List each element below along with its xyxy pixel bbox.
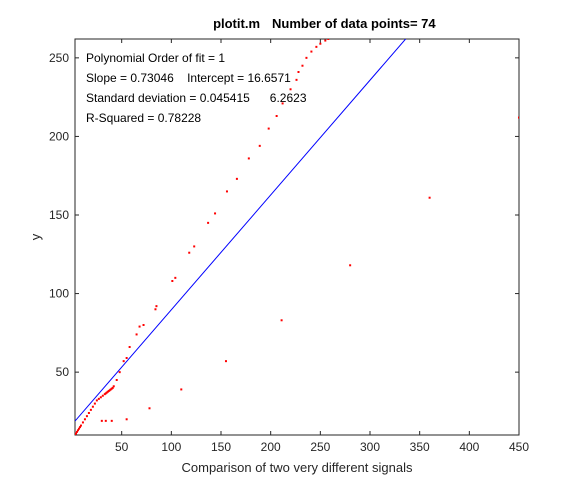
plot-area: [74, 38, 520, 436]
data-point: [112, 385, 115, 388]
data-point: [95, 399, 98, 402]
x-axis-label: Comparison of two very different signals: [182, 460, 413, 475]
annotation-rsquared: R-Squared = 0.78228: [86, 111, 201, 125]
y-axis-ticks: 50 100 150 200 250: [49, 51, 519, 379]
data-point: [115, 379, 118, 381]
y-tick-label: 200: [49, 129, 69, 143]
data-point: [104, 419, 107, 422]
x-axis-ticks: 50 100 150 200 250 300 350 400 450: [115, 39, 529, 454]
data-point: [207, 221, 210, 224]
data-point: [258, 144, 261, 147]
data-point: [75, 430, 78, 433]
data-point: [91, 405, 94, 408]
data-point: [75, 434, 76, 435]
data-point: [100, 419, 103, 422]
data-point: [235, 177, 238, 180]
data-point: [174, 276, 177, 279]
data-point: [99, 396, 102, 399]
data-point: [142, 324, 145, 326]
data-point: [301, 64, 304, 67]
fit-annotations: Polynomial Order of fit = 1 Slope = 0.73…: [86, 51, 307, 125]
data-point: [79, 424, 82, 427]
x-tick-label: 250: [310, 440, 330, 454]
data-point: [224, 360, 227, 363]
data-point: [297, 71, 300, 73]
data-point: [518, 116, 519, 119]
data-point: [225, 190, 228, 193]
data-point: [135, 333, 138, 336]
y-axis-label: y: [28, 233, 43, 240]
data-point: [349, 264, 352, 267]
data-point: [148, 407, 151, 410]
data-point: [155, 305, 158, 308]
data-points: [75, 35, 519, 435]
data-point: [87, 412, 90, 414]
fit-line: [75, 39, 407, 422]
data-point: [335, 35, 337, 37]
data-point: [78, 426, 81, 429]
x-tick-label: 50: [115, 440, 129, 454]
x-tick-label: 150: [211, 440, 231, 454]
data-point: [331, 36, 333, 38]
data-point: [122, 360, 125, 363]
data-point: [81, 421, 84, 424]
data-point: [289, 88, 292, 91]
data-point: [171, 280, 174, 282]
data-point: [275, 115, 278, 117]
data-point: [97, 397, 100, 400]
data-point: [77, 427, 80, 430]
chart-title-left: plotit.m: [213, 16, 260, 31]
data-point: [76, 429, 79, 432]
data-point: [83, 418, 86, 421]
data-point: [125, 418, 128, 421]
data-point: [310, 50, 313, 53]
x-tick-label: 200: [261, 440, 281, 454]
data-point: [319, 42, 322, 45]
data-point: [193, 245, 196, 248]
data-point: [93, 402, 96, 405]
y-tick-label: 100: [49, 287, 69, 301]
annotation-stddev: Standard deviation = 0.045415 6.2623: [86, 91, 307, 105]
data-point: [118, 371, 121, 374]
x-tick-label: 450: [509, 440, 529, 454]
data-point: [89, 408, 92, 411]
data-point: [128, 346, 131, 348]
data-point: [281, 102, 284, 105]
data-point: [180, 388, 183, 391]
data-point: [110, 419, 113, 422]
data-point: [327, 39, 330, 40]
data-point: [324, 39, 327, 42]
data-point: [247, 157, 250, 160]
data-point: [267, 127, 270, 130]
annotation-order: Polynomial Order of fit = 1: [86, 51, 225, 65]
x-tick-label: 350: [410, 440, 430, 454]
data-point: [101, 394, 104, 397]
x-tick-label: 400: [459, 440, 479, 454]
data-point: [75, 432, 77, 435]
chart-title-right: Number of data points= 74: [272, 16, 436, 31]
y-tick-label: 50: [56, 365, 70, 379]
data-point: [85, 415, 88, 418]
data-point: [305, 56, 308, 59]
data-point: [280, 319, 283, 322]
data-point: [295, 78, 298, 81]
data-point: [111, 386, 114, 389]
annotation-slope: Slope = 0.73046 Intercept = 16.6571: [86, 71, 291, 85]
x-tick-label: 300: [360, 440, 380, 454]
data-point: [125, 357, 128, 359]
data-point: [138, 325, 141, 328]
data-point: [188, 251, 191, 254]
y-tick-label: 250: [49, 51, 69, 65]
data-point: [154, 308, 157, 311]
x-tick-label: 100: [161, 440, 181, 454]
data-point: [315, 45, 318, 48]
data-point: [214, 212, 217, 215]
data-point: [428, 196, 431, 199]
y-tick-label: 150: [49, 208, 69, 222]
